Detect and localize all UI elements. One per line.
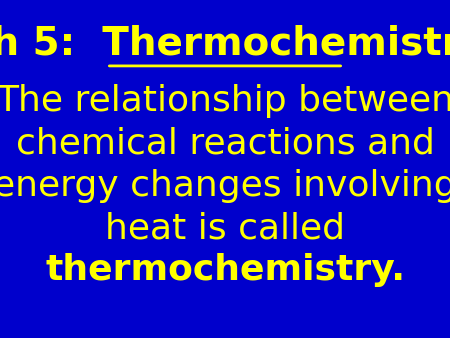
Text: thermochemistry.: thermochemistry. [45, 254, 405, 287]
Text: heat is called: heat is called [105, 211, 345, 245]
Text: energy changes involving: energy changes involving [0, 169, 450, 203]
Text: chemical reactions and: chemical reactions and [16, 127, 434, 161]
Text: The relationship between: The relationship between [0, 84, 450, 118]
Text: Ch 5:  Thermochemistry: Ch 5: Thermochemistry [0, 25, 450, 63]
